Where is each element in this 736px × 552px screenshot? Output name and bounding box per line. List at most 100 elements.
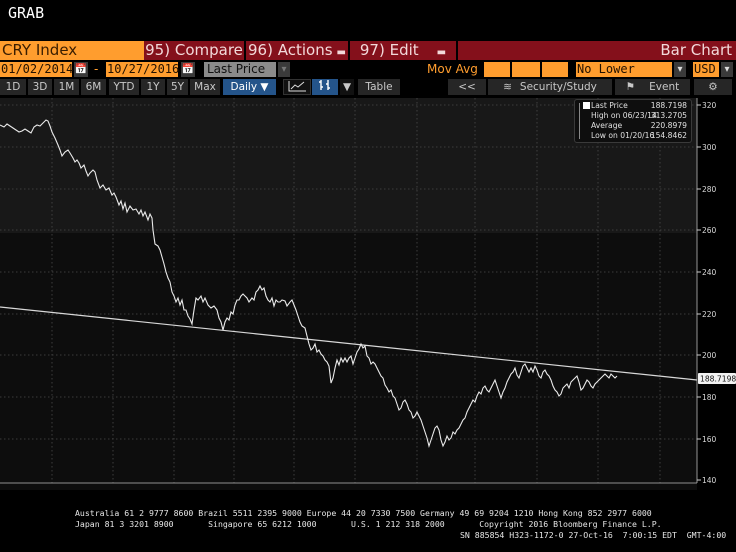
settings-button[interactable]: ⚙ bbox=[694, 79, 732, 95]
price-chart[interactable]: 320 300 280 260 240 220 200 180 160 140 188.71… bbox=[0, 98, 736, 490]
line-chart-button[interactable] bbox=[283, 79, 311, 95]
legend-value: 154.8462 bbox=[650, 131, 687, 140]
svg-text:Jun: Jun bbox=[278, 489, 290, 490]
chevron-down-icon: ▼ bbox=[260, 81, 269, 93]
end-date-input[interactable]: 10/27/2016 bbox=[106, 62, 180, 77]
y-ticks bbox=[697, 104, 701, 481]
svg-text:Mar: Mar bbox=[460, 489, 473, 490]
svg-text:Dec: Dec bbox=[403, 489, 417, 490]
range-3d-button[interactable]: 3D bbox=[28, 79, 52, 95]
price-field-select[interactable]: Last Price bbox=[204, 62, 276, 77]
window-title: GRAB bbox=[8, 4, 45, 22]
range-1m-button[interactable]: 1M bbox=[54, 79, 79, 95]
trend-line bbox=[0, 306, 698, 381]
actions-menu[interactable]: 96) Actions ▬ bbox=[246, 41, 350, 60]
svg-text:Jun: Jun bbox=[34, 489, 46, 490]
legend-item-low[interactable]: Low on 01/20/16 154.8462 bbox=[591, 131, 691, 140]
dropdown-icon: ▬ bbox=[336, 47, 346, 58]
periodicity-label: Daily bbox=[230, 81, 258, 93]
compare-menu-label: Compare bbox=[174, 41, 243, 59]
svg-text:Mar: Mar bbox=[219, 489, 232, 490]
mov-avg-label: Mov Avg bbox=[427, 62, 478, 76]
security-study-button[interactable]: ≋ Security/Study bbox=[488, 79, 612, 95]
svg-text:Jun: Jun bbox=[520, 489, 532, 490]
footer-contacts-line2: Japan 81 3 3201 8900 Singapore 65 6212 1… bbox=[75, 519, 662, 529]
legend-label: Low on 01/20/16 bbox=[591, 131, 655, 140]
study-icon: ≋ bbox=[503, 81, 512, 93]
mov-avg-input-3[interactable] bbox=[542, 62, 568, 77]
range-max-button[interactable]: Max bbox=[190, 79, 220, 95]
legend-item-last-price[interactable]: Last Price 188.7198 bbox=[591, 101, 691, 110]
event-button[interactable]: ⚑ Event bbox=[615, 79, 690, 95]
chevron-down-icon[interactable]: ▾ bbox=[721, 62, 733, 77]
ticker-field[interactable]: CRY Index bbox=[0, 41, 144, 60]
svg-text:180: 180 bbox=[702, 393, 717, 402]
price-series bbox=[0, 119, 618, 448]
periodicity-select[interactable]: Daily ▼ bbox=[223, 79, 276, 95]
table-button[interactable]: Table bbox=[358, 79, 400, 95]
edit-menu[interactable]: 97) Edit ▬ bbox=[350, 41, 458, 60]
x-month-labels: Jun Sep Dec Mar Jun Sep Dec Mar Jun Sep Dec bbox=[34, 489, 657, 490]
legend-value: 188.7198 bbox=[650, 101, 687, 110]
compare-menu-num: 95) bbox=[145, 41, 171, 59]
edit-menu-num: 97) bbox=[359, 41, 385, 59]
calendar-icon[interactable]: 📅 bbox=[181, 62, 195, 77]
legend-value: 313.2705 bbox=[650, 111, 687, 120]
footer: Australia 61 2 9777 8600 Brazil 5511 239… bbox=[0, 508, 736, 541]
svg-text:Sep: Sep bbox=[582, 489, 596, 490]
actions-menu-num: 96) bbox=[248, 41, 273, 59]
range-6m-button[interactable]: 6M bbox=[81, 79, 106, 95]
svg-text:140: 140 bbox=[702, 476, 717, 485]
chevron-down-icon[interactable]: ▼ bbox=[340, 79, 354, 95]
range-ytd-button[interactable]: YTD bbox=[109, 79, 139, 95]
calendar-icon[interactable]: 📅 bbox=[74, 62, 88, 77]
gear-icon: ⚙ bbox=[708, 81, 718, 93]
security-study-label: Security/Study bbox=[519, 81, 597, 93]
svg-text:260: 260 bbox=[702, 226, 717, 235]
svg-text:320: 320 bbox=[702, 101, 717, 110]
toolbar: 1D 3D 1M 6M YTD 1Y 5Y Max Daily ▼ ▼ Tabl… bbox=[0, 79, 736, 95]
legend-bracket bbox=[579, 103, 583, 139]
chevron-down-icon[interactable]: ▾ bbox=[278, 62, 290, 77]
range-1d-button[interactable]: 1D bbox=[0, 79, 26, 95]
legend-label: Average bbox=[591, 121, 623, 130]
legend-label: High on 06/23/14 bbox=[591, 111, 657, 120]
chevron-down-icon[interactable]: ▾ bbox=[674, 62, 686, 77]
svg-text:300: 300 bbox=[702, 143, 717, 152]
svg-text:Dec: Dec bbox=[643, 489, 657, 490]
svg-text:200: 200 bbox=[702, 351, 717, 360]
svg-text:240: 240 bbox=[702, 268, 717, 277]
actions-menu-label: Actions bbox=[277, 41, 333, 59]
legend-item-high[interactable]: High on 06/23/14 313.2705 bbox=[591, 111, 691, 120]
footer-session-info: SN 885854 H323-1172-0 27-Oct-16 7:00:15 … bbox=[460, 530, 727, 540]
start-date-input[interactable]: 01/02/2014 bbox=[0, 62, 74, 77]
lower-chart-select[interactable]: No Lower Chart bbox=[576, 62, 672, 91]
compare-menu[interactable]: 95) Compare bbox=[144, 41, 246, 60]
footer-contacts-line1: Australia 61 2 9777 8600 Brazil 5511 239… bbox=[75, 508, 652, 518]
range-5y-button[interactable]: 5Y bbox=[167, 79, 188, 95]
svg-text:Sep: Sep bbox=[341, 489, 355, 490]
collapse-button[interactable]: << bbox=[448, 79, 486, 95]
svg-text:Dec: Dec bbox=[157, 489, 171, 490]
svg-text:220: 220 bbox=[702, 310, 717, 319]
currency-select[interactable]: USD bbox=[693, 62, 719, 77]
edit-menu-label: Edit bbox=[389, 41, 419, 59]
date-separator: - bbox=[94, 62, 99, 76]
mov-avg-input-2[interactable] bbox=[512, 62, 540, 77]
date-range-row: 01/02/2014 📅 - 10/27/2016 📅 Last Price ▾… bbox=[0, 62, 736, 91]
svg-text:280: 280 bbox=[702, 185, 717, 194]
legend-label: Last Price bbox=[591, 101, 628, 110]
event-label: Event bbox=[649, 81, 680, 93]
last-price-swatch-icon bbox=[583, 102, 590, 109]
bar-chart-icon bbox=[319, 80, 330, 90]
bar-chart-button[interactable] bbox=[312, 79, 338, 95]
chart-type-label: Bar Chart bbox=[458, 41, 736, 60]
dropdown-icon: ▬ bbox=[436, 47, 447, 58]
range-1y-button[interactable]: 1Y bbox=[141, 79, 165, 95]
line-chart-icon bbox=[288, 81, 306, 92]
svg-text:Sep: Sep bbox=[97, 489, 111, 490]
legend-item-average[interactable]: Average 220.8979 bbox=[591, 121, 691, 130]
mov-avg-input-1[interactable] bbox=[484, 62, 510, 77]
legend-value: 220.8979 bbox=[650, 121, 687, 130]
svg-text:160: 160 bbox=[702, 435, 717, 444]
